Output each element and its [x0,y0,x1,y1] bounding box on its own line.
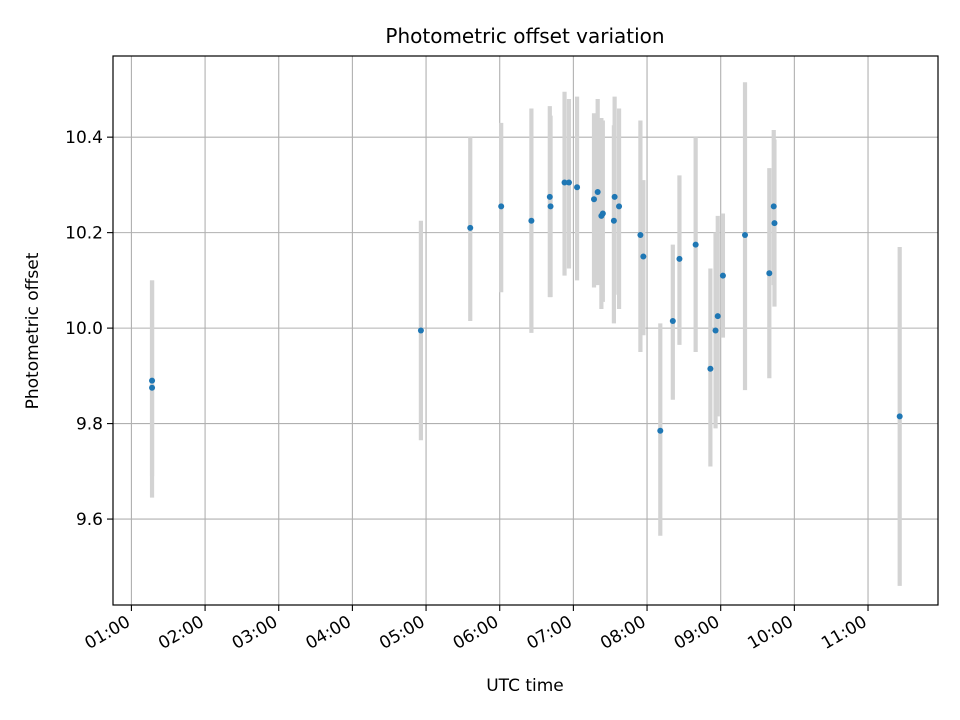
data-point [719,272,726,279]
y-tick-label: 10.2 [65,224,103,244]
data-point [547,203,554,210]
data-point [594,189,601,196]
data-point [692,241,699,248]
data-point [616,203,623,210]
data-point [640,253,647,260]
data-point [611,193,618,200]
data-point [669,317,676,324]
data-point [561,179,568,186]
data-point [467,224,474,231]
data-point [657,427,664,434]
data-point [417,327,424,334]
plot-frame [112,55,939,606]
data-point [742,232,749,239]
data-point [599,210,606,217]
y-tick-label: 10.4 [65,128,103,148]
data-point [574,184,581,191]
data-point [676,255,683,262]
data-point [896,413,903,420]
y-tick-label: 10.0 [65,319,103,339]
data-point [498,203,505,210]
data-point [771,220,778,227]
data-points [149,179,903,434]
data-point [712,327,719,334]
data-point [528,217,535,224]
x-axis-label: UTC time [486,676,564,696]
data-point [546,193,553,200]
data-point [637,232,644,239]
data-point [149,384,156,391]
data-point [714,313,721,320]
y-axis-label: Photometric offset [23,252,43,409]
data-point [610,217,617,224]
data-point [766,270,773,277]
data-point [591,196,598,203]
data-point [149,377,156,384]
y-tick-label: 9.6 [76,510,103,530]
chart-title: Photometric offset variation [385,24,664,48]
data-point [707,365,714,372]
y-tick-label: 9.8 [76,415,103,435]
data-point [770,203,777,210]
data-point [565,179,572,186]
